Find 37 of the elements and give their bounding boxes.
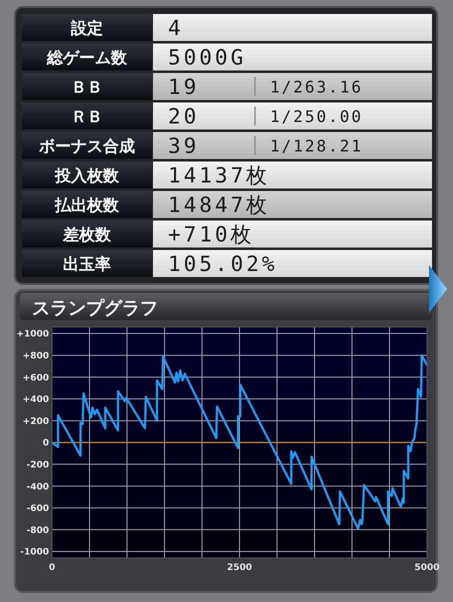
x-tick-label: 0 [48,563,56,573]
chart-title: スランプグラフ [32,298,158,319]
y-tick-label: -1000 [20,548,49,558]
category-label: ＲＢ [71,107,103,126]
y-tick-label: +600 [22,373,49,384]
text: 19 [168,75,200,99]
text: 4 [168,16,184,40]
y-tick-label: 0 [42,438,49,449]
category-label: 投入枚数 [55,166,119,185]
y-tick-label: -800 [26,526,49,536]
y-tick-label: -200 [26,460,49,470]
text: +710枚 [168,222,255,246]
text: 14847枚 [168,193,270,217]
y-tick-label: +400 [22,395,49,406]
category-label: 払出枚数 [55,196,119,214]
category-label: ＢＢ [71,78,103,96]
text: 1/263.16 [270,78,364,96]
text: 20 [168,104,200,128]
category-label: 差枚数 [63,225,111,244]
text: 5000G [168,46,246,70]
text: 1/250.00 [270,107,364,126]
x-tick-label: 2500 [226,563,252,573]
text: 39 [168,134,200,158]
text: 14137枚 [168,164,270,188]
category-label: 出玉率 [63,254,111,274]
y-tick-label: +800 [22,352,49,362]
category-label: 設定 [71,18,103,38]
line-series [50,354,428,530]
text: 105.02% [168,252,278,276]
y-tick-label: +1000 [16,330,49,340]
y-tick-label: +200 [22,416,49,427]
category-label: ボーナス合成 [39,136,135,156]
category-label: 総ゲーム数 [47,48,127,67]
x-tick-label: 5000 [414,563,440,573]
text: 1/128.21 [270,136,364,156]
y-tick-label: -400 [26,482,49,492]
y-tick-label: -600 [26,504,49,514]
